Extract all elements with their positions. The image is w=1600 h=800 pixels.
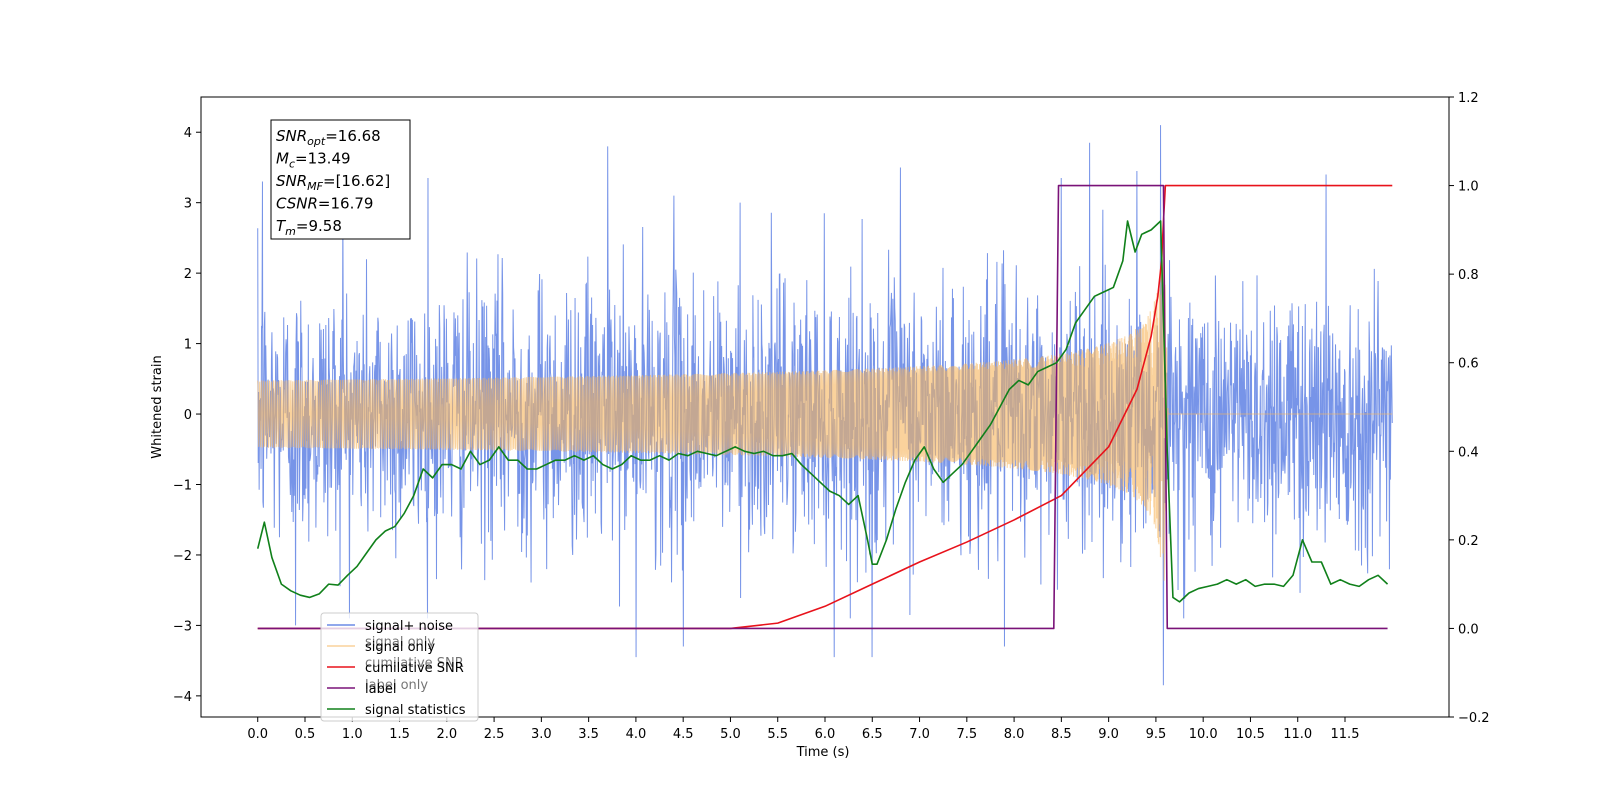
y-tick-label: 2 xyxy=(184,267,192,282)
y-tick-label: −2 xyxy=(173,549,192,564)
legend-entry-label: signal statistics xyxy=(365,703,466,718)
x-tick-label: 10.5 xyxy=(1236,727,1265,742)
x-tick-label: 1.5 xyxy=(389,727,410,742)
legend-entry-label: signal only xyxy=(365,640,435,655)
y2-tick-label: −0.2 xyxy=(1458,711,1490,726)
annotation-line: CSNR=16.79 xyxy=(276,195,373,213)
y-tick-label: −3 xyxy=(173,619,192,634)
series-signal-only xyxy=(257,210,1393,581)
x-tick-label: 9.5 xyxy=(1146,727,1167,742)
y-tick-label: 0 xyxy=(184,408,192,423)
legend-ghost-text: signal only xyxy=(365,635,435,650)
x-tick-label: 8.0 xyxy=(1004,727,1025,742)
x-tick-label: 3.5 xyxy=(578,727,599,742)
y2-tick-label: 1.2 xyxy=(1458,91,1479,106)
x-tick-label: 1.0 xyxy=(342,727,363,742)
y-tick-label: 4 xyxy=(184,126,192,141)
x-tick-label: 10.0 xyxy=(1189,727,1218,742)
annotation-line: SNRMF=[16.62] xyxy=(276,172,390,193)
series-cumulative-snr xyxy=(257,184,1393,630)
x-tick-label: 6.0 xyxy=(815,727,836,742)
y-tick-label: 3 xyxy=(184,197,192,212)
y-axis-label: Whitened strain xyxy=(150,355,165,458)
x-tick-label: 5.0 xyxy=(720,727,741,742)
annotation-line: Mc=13.49 xyxy=(276,150,351,171)
y2-tick-label: 0.6 xyxy=(1458,357,1479,372)
legend-ghost-text: label only xyxy=(365,678,428,693)
x-tick-label: 9.0 xyxy=(1098,727,1119,742)
y-tick-label: −1 xyxy=(173,479,192,494)
x-tick-label: 11.5 xyxy=(1331,727,1360,742)
x-tick-label: 5.5 xyxy=(767,727,788,742)
y2-tick-label: 0.0 xyxy=(1458,622,1479,637)
legend-frame xyxy=(320,612,479,722)
x-axis-label: Time (s) xyxy=(796,745,850,760)
series-label xyxy=(257,184,1388,630)
y2-tick-label: 0.2 xyxy=(1458,534,1479,549)
x-tick-label: 0.5 xyxy=(295,727,316,742)
legend-ghost-text: cumilative SNR xyxy=(365,656,464,671)
y2-tick-label: 0.8 xyxy=(1458,268,1479,283)
axes-layer: 0.0 0.5 1.0 1.5 2.0 2.5 3.0 3.5 4.0 4.5 5.0 5.5 6.0 6… xyxy=(173,91,1490,742)
y2-tick-label: 0.4 xyxy=(1458,445,1479,460)
legend-entry-label: cumilative SNR xyxy=(365,661,464,676)
x-tick-label: 3.0 xyxy=(531,727,552,742)
y-tick-label: −4 xyxy=(173,690,192,705)
x-tick-label: 7.5 xyxy=(956,727,977,742)
series-layer xyxy=(256,125,1393,686)
legend-entry-label: label xyxy=(365,682,396,697)
x-tick-label: 6.5 xyxy=(862,727,883,742)
annotation-line: Tm=9.58 xyxy=(276,217,342,238)
annotation-frame xyxy=(270,119,411,240)
annotation-line: SNRopt=16.68 xyxy=(276,127,381,148)
x-tick-label: 4.5 xyxy=(673,727,694,742)
x-tick-label: 11.0 xyxy=(1283,727,1312,742)
legend-entry-label: signal+ noise xyxy=(365,619,453,634)
x-tick-label: 2.0 xyxy=(436,727,457,742)
y-tick-label: 1 xyxy=(184,338,192,353)
y2-tick-label: 1.0 xyxy=(1458,180,1479,195)
series-signal-statistics xyxy=(256,220,1389,603)
x-tick-label: 4.0 xyxy=(626,727,647,742)
x-tick-label: 8.5 xyxy=(1051,727,1072,742)
x-tick-label: 2.5 xyxy=(484,727,505,742)
x-tick-label: 7.0 xyxy=(909,727,930,742)
x-tick-label: 0.0 xyxy=(247,727,268,742)
